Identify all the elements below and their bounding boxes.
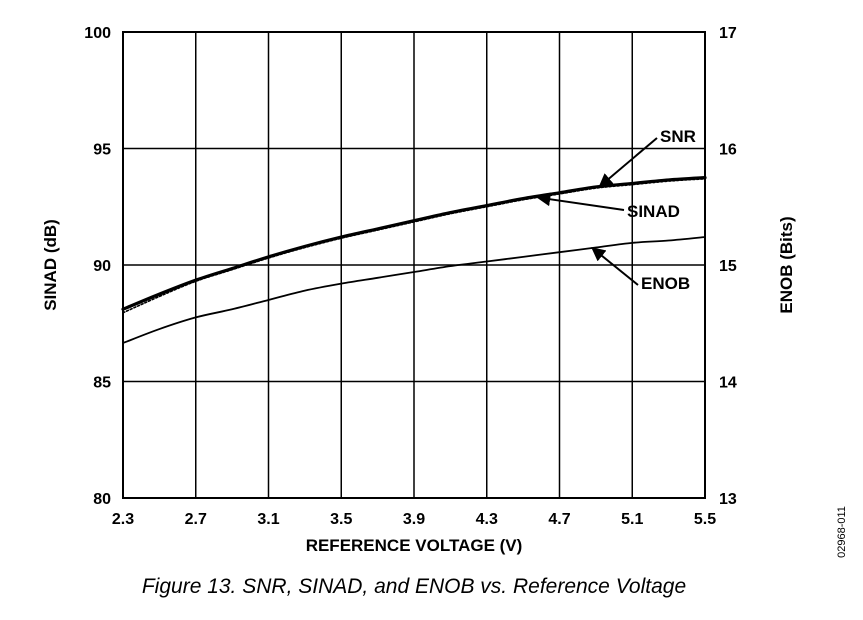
y-tick-label-left: 80 bbox=[93, 491, 111, 508]
y-axis-title-right: ENOB (Bits) bbox=[777, 216, 796, 313]
y-tick-label-right: 16 bbox=[719, 142, 737, 159]
leader-arrow-sinad bbox=[536, 192, 625, 211]
leader-arrow-snr bbox=[598, 137, 658, 188]
y-tick-label-right: 17 bbox=[719, 25, 737, 42]
x-tick-label: 3.1 bbox=[257, 511, 279, 528]
y-axis-title-left: SINAD (dB) bbox=[41, 219, 60, 311]
curve-label-snr: SNR bbox=[660, 127, 696, 146]
figure-caption: Figure 13. SNR, SINAD, and ENOB vs. Refe… bbox=[142, 575, 686, 598]
series-line-enob bbox=[122, 236, 706, 344]
x-tick-label: 2.7 bbox=[185, 511, 207, 528]
plot-frame bbox=[122, 31, 706, 499]
leader-arrow-enob bbox=[591, 247, 639, 286]
x-tick-label: 5.5 bbox=[694, 511, 716, 528]
y-tick-label-left: 90 bbox=[93, 258, 111, 275]
y-tick-label-right: 15 bbox=[719, 258, 737, 275]
curve-label-sinad: SINAD bbox=[627, 202, 680, 221]
grid bbox=[122, 31, 706, 499]
y-tick-label-right: 14 bbox=[719, 375, 737, 392]
x-tick-label: 3.9 bbox=[403, 511, 425, 528]
y-tick-label-left: 85 bbox=[93, 375, 111, 392]
x-tick-label: 2.3 bbox=[112, 511, 134, 528]
x-tick-label: 4.7 bbox=[548, 511, 570, 528]
x-axis-title: REFERENCE VOLTAGE (V) bbox=[306, 536, 523, 555]
y-tick-label-left: 95 bbox=[93, 142, 111, 159]
x-tick-label: 3.5 bbox=[330, 511, 352, 528]
x-tick-label: 5.1 bbox=[621, 511, 643, 528]
y-tick-label-left: 100 bbox=[84, 25, 111, 42]
figure-code: 02968-011 bbox=[836, 506, 848, 558]
curve-label-enob: ENOB bbox=[641, 274, 690, 293]
tick-labels: 2.3 2.7 3.1 3.5 3.9 4.3 4.7 5.1 5.5 80 85 90 95 100 13… bbox=[84, 25, 737, 528]
y-tick-label-right: 13 bbox=[719, 491, 737, 508]
annotations: SNR SINAD ENOB bbox=[536, 127, 696, 293]
x-tick-label: 4.3 bbox=[476, 511, 498, 528]
